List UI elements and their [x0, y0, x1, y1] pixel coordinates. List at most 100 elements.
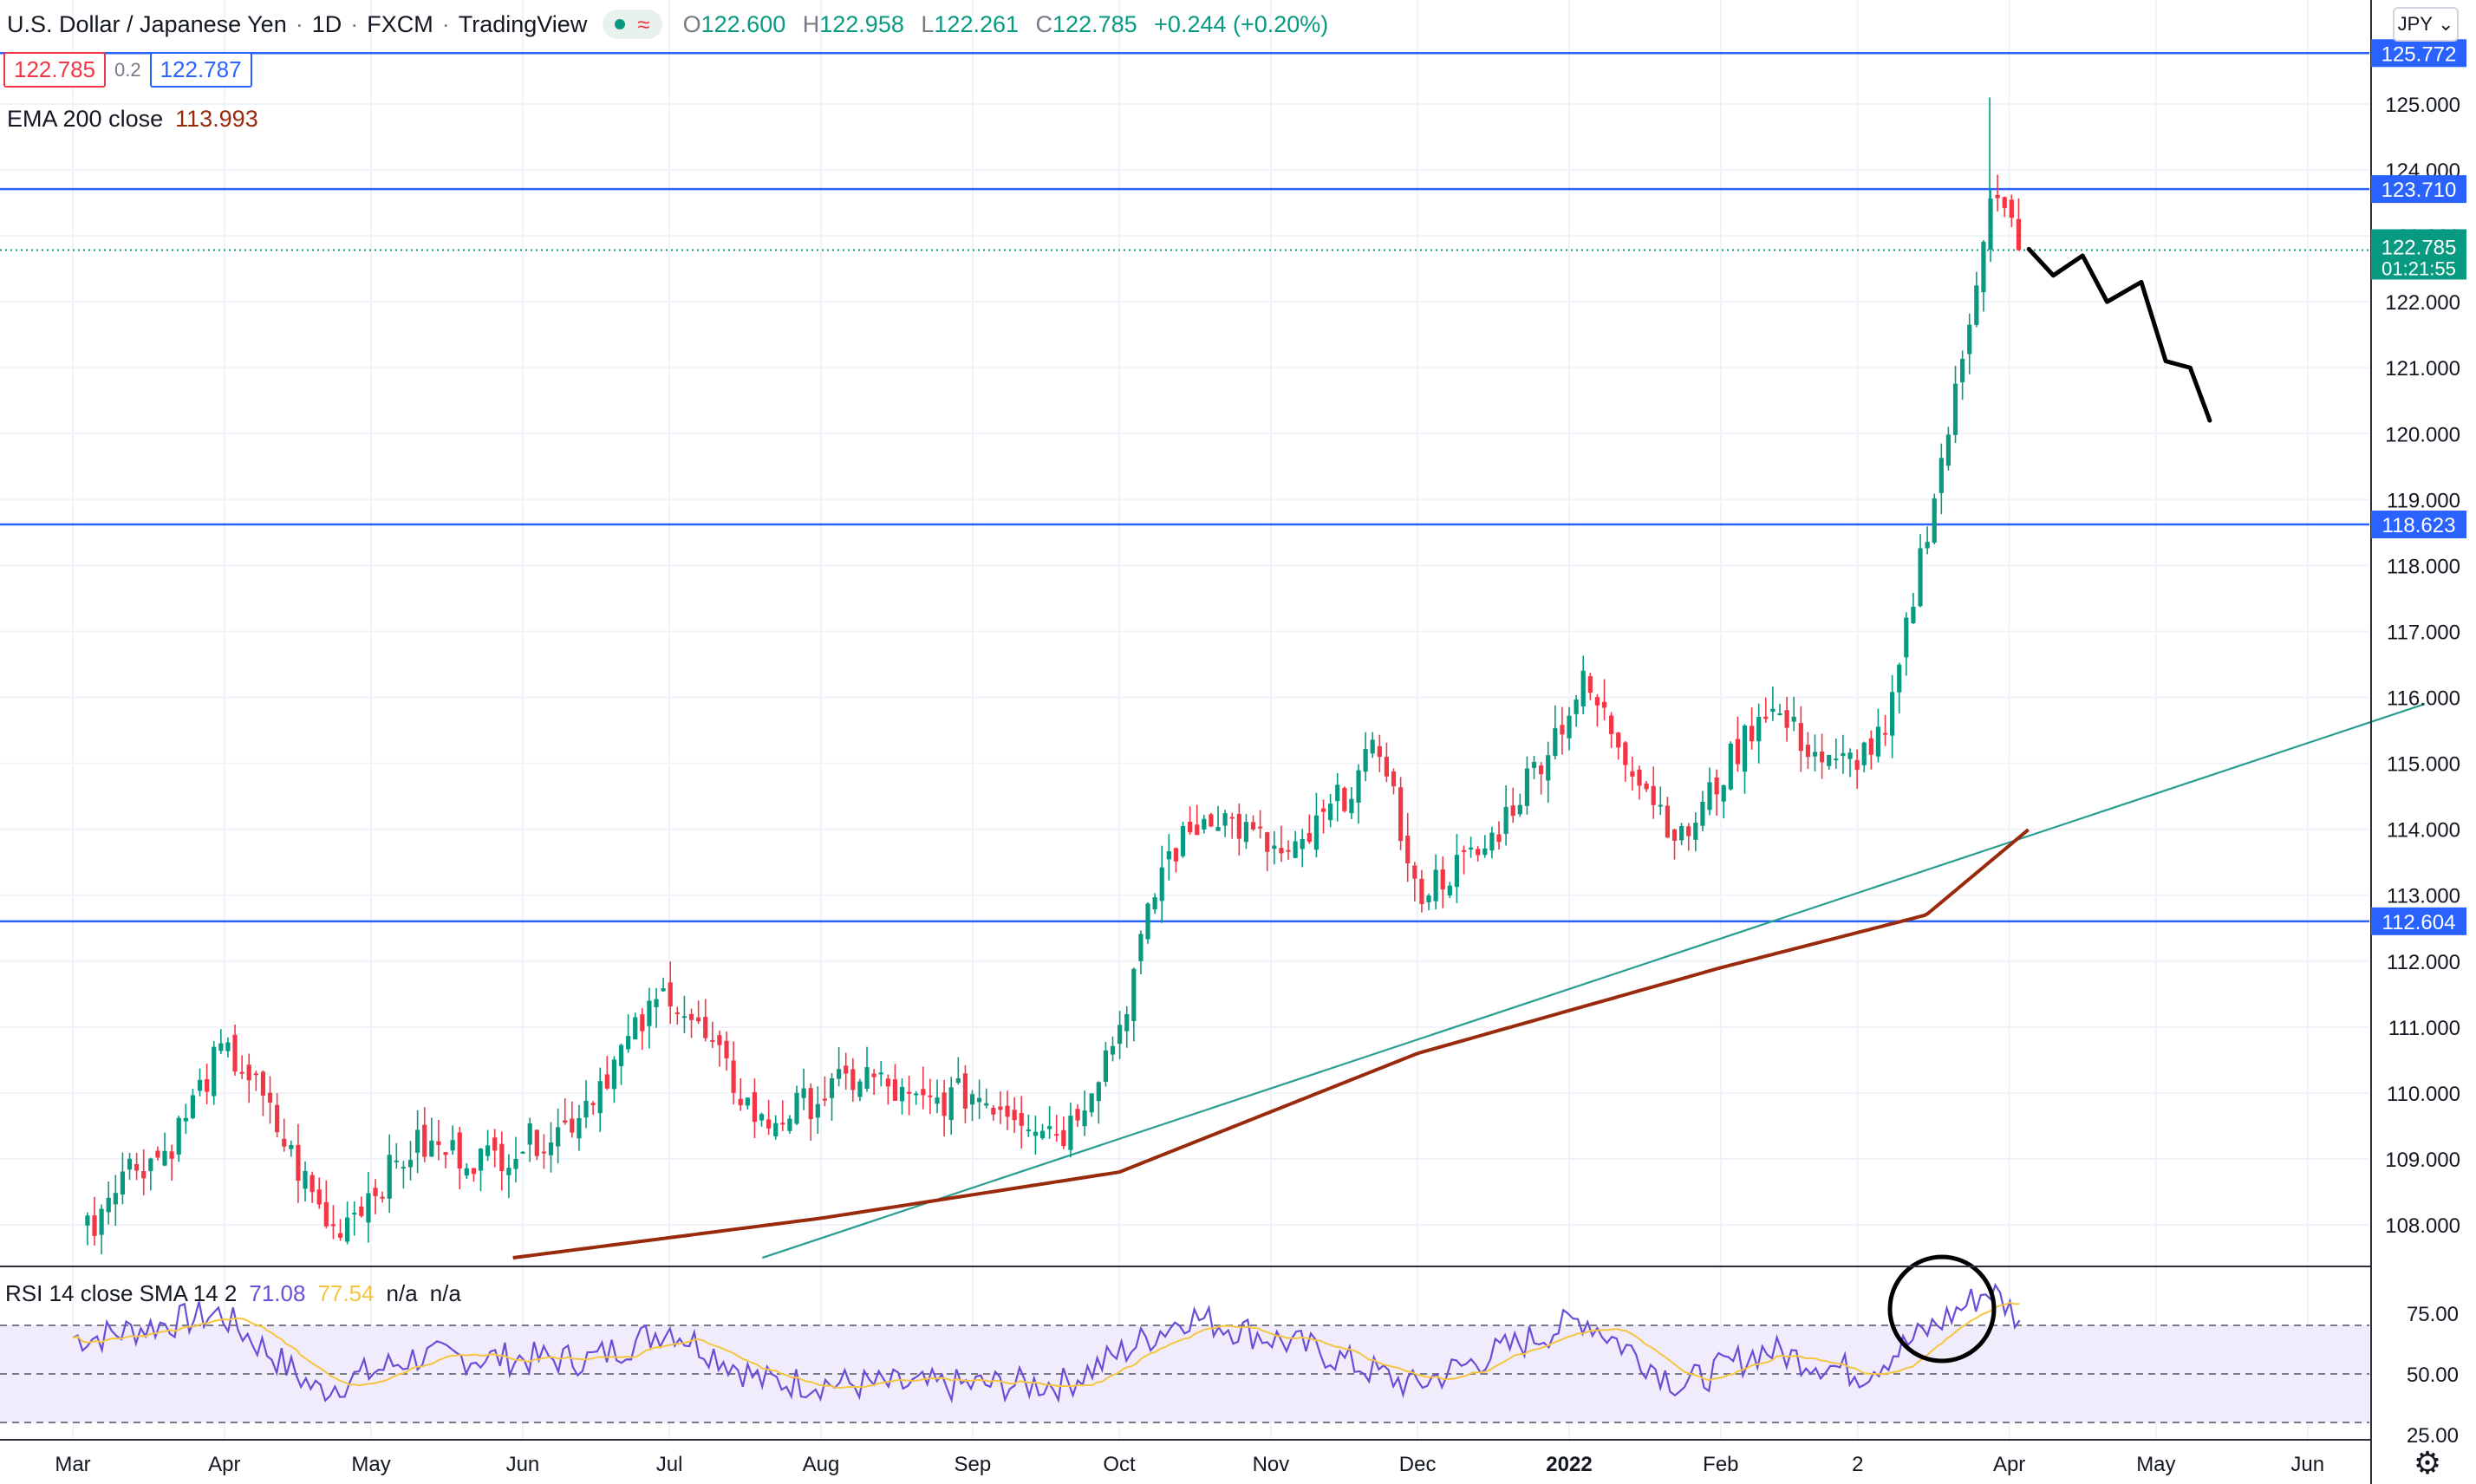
rsi-legend[interactable]: RSI 14 close SMA 14 2 71.08 77.54 n/a n/a: [5, 1280, 461, 1307]
candle: [1335, 772, 1340, 822]
candle: [443, 1151, 448, 1168]
level-label-bg: [2371, 511, 2466, 539]
candle: [1313, 792, 1319, 858]
ema-legend[interactable]: EMA 200 close 113.993: [7, 106, 258, 133]
last-price-label: 122.785: [2382, 236, 2457, 259]
candle: [710, 1021, 715, 1049]
sell-price-button[interactable]: 122.785: [3, 52, 106, 88]
candle-body: [801, 1088, 806, 1098]
market-status-pill[interactable]: ≈: [603, 10, 662, 39]
candle-body: [766, 1119, 772, 1129]
candle: [991, 1104, 996, 1121]
symbol-title[interactable]: U.S. Dollar / Japanese Yen: [7, 10, 287, 37]
candle: [316, 1177, 322, 1209]
candle-body: [583, 1100, 589, 1118]
rsi-tick-label: 50.00: [2407, 1364, 2459, 1387]
candle: [330, 1205, 336, 1240]
rsi-tick-label: 25.00: [2407, 1424, 2459, 1448]
candle: [1117, 1011, 1123, 1059]
candle: [1426, 893, 1431, 911]
candle-body: [1721, 784, 1726, 802]
candle: [1068, 1102, 1073, 1158]
trendline[interactable]: [761, 703, 2426, 1259]
candle-body: [878, 1072, 883, 1075]
projection-path[interactable]: [2026, 246, 2212, 423]
candle-body: [1124, 1014, 1130, 1032]
candle-body: [366, 1193, 371, 1223]
candle: [745, 1097, 750, 1110]
projection-drawing[interactable]: [2026, 246, 2212, 423]
candle-body: [1981, 242, 1986, 293]
candle-body: [162, 1150, 167, 1166]
candle-body: [1356, 770, 1361, 803]
candle: [141, 1149, 147, 1195]
candle: [1412, 862, 1417, 902]
candle-body: [1469, 847, 1474, 849]
candle-body: [1335, 784, 1340, 802]
candle: [1601, 679, 1607, 720]
candle: [1988, 190, 1993, 262]
ema-legend-value: 113.993: [175, 106, 258, 132]
time-tick-label: Mar: [55, 1453, 90, 1476]
horizontal-levels[interactable]: [0, 52, 2369, 923]
candle-body: [1714, 777, 1719, 795]
candle-body: [1391, 771, 1397, 787]
candle: [1952, 365, 1958, 444]
candle-body: [183, 1117, 188, 1122]
interval-label[interactable]: 1D: [311, 10, 342, 37]
candle-body: [1777, 713, 1782, 715]
candle-body: [928, 1095, 933, 1097]
candle: [246, 1053, 251, 1103]
candle-body: [794, 1092, 799, 1124]
candle: [1039, 1123, 1046, 1140]
candle-body: [822, 1098, 828, 1101]
time-tick-label: Jun: [506, 1453, 540, 1476]
gear-icon[interactable]: ⚙: [2413, 1445, 2442, 1481]
candle-body: [1686, 826, 1691, 836]
candle: [731, 1041, 736, 1105]
price-tick-label: 117.000: [2387, 621, 2460, 644]
candle-body: [1054, 1134, 1059, 1136]
candle-body: [1039, 1130, 1046, 1139]
candle: [205, 1064, 210, 1104]
trendline-segment[interactable]: [761, 703, 2426, 1259]
candle-body: [2002, 197, 2007, 208]
candle: [197, 1068, 203, 1097]
candle: [1658, 786, 1663, 816]
candle-body: [148, 1158, 153, 1172]
candle-body: [871, 1073, 876, 1077]
candle-body: [640, 1014, 645, 1032]
candle: [808, 1083, 813, 1141]
candle: [1293, 830, 1298, 859]
time-tick-label: Apr: [208, 1453, 240, 1476]
candle: [1897, 662, 1902, 714]
candle-body: [1735, 739, 1741, 765]
candle: [183, 1103, 188, 1135]
candle-body: [127, 1158, 133, 1170]
buy-price-button[interactable]: 122.787: [149, 52, 252, 88]
candle: [773, 1115, 779, 1140]
candle: [148, 1157, 153, 1191]
candle: [1209, 812, 1214, 828]
candle-body: [387, 1155, 392, 1199]
candle-body: [829, 1077, 835, 1098]
candle-body: [633, 1017, 638, 1040]
rsi-circle-annotation[interactable]: [1887, 1254, 1997, 1364]
candle-body: [1209, 814, 1214, 827]
candle: [998, 1091, 1003, 1124]
candle-body: [857, 1081, 863, 1097]
candle-body: [1447, 885, 1452, 896]
candle: [1714, 769, 1719, 817]
candle: [1258, 810, 1263, 839]
price-tick-label: 118.000: [2387, 555, 2460, 578]
candle: [92, 1196, 97, 1246]
currency-dropdown[interactable]: JPY ⌄: [2393, 7, 2459, 42]
candle: [1770, 686, 1776, 721]
candle-body: [246, 1064, 251, 1081]
candle-body: [731, 1060, 736, 1093]
candle-body: [1847, 752, 1853, 759]
candle-body: [106, 1197, 111, 1213]
currency-label: JPY: [2397, 13, 2433, 35]
